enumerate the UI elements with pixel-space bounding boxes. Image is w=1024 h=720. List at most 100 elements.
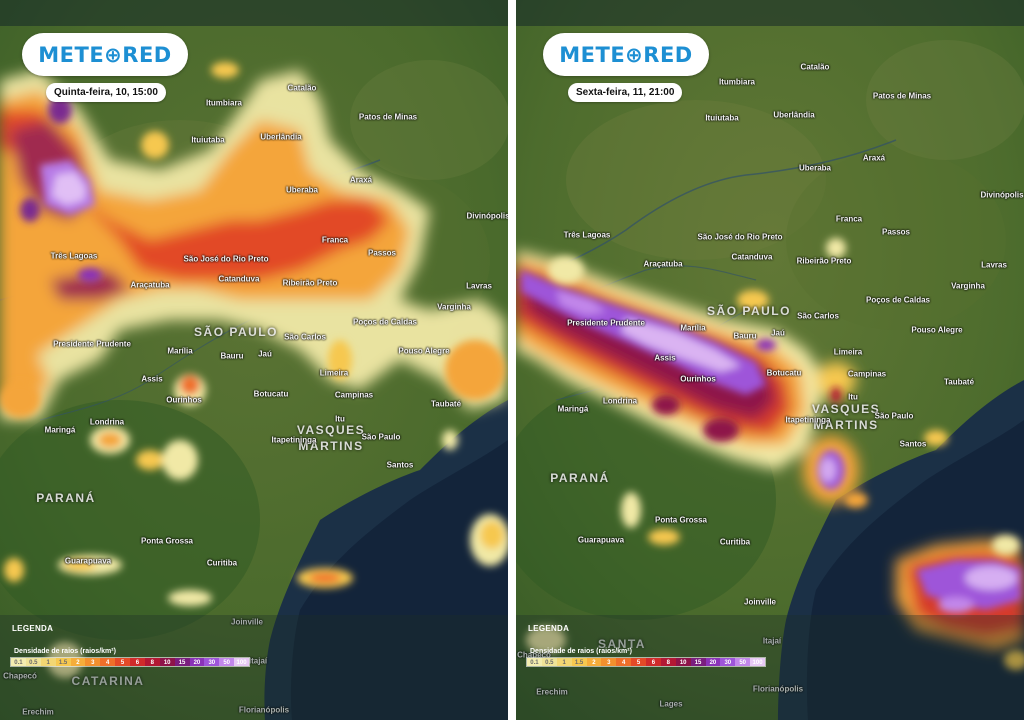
city-label: Ponta Grossa	[654, 515, 708, 525]
city-label: Botucatu	[253, 389, 289, 399]
city-label: Poços de Caldas	[865, 295, 931, 305]
city-label: Ponta Grossa	[140, 536, 194, 546]
city-label: Passos	[367, 248, 397, 258]
legend-swatch: 0.5	[541, 658, 557, 666]
city-label: Araxá	[862, 153, 886, 163]
state-label: SÃO PAULO	[707, 304, 791, 318]
city-label: São Paulo	[361, 432, 401, 442]
legend-swatch: 0.1	[527, 658, 542, 666]
city-label: Santos	[386, 460, 414, 470]
city-label: Pouso Alegre	[398, 346, 450, 356]
city-label: Divinópolis	[980, 190, 1024, 200]
legend-swatch: 20	[189, 658, 205, 666]
city-label: São José do Rio Preto	[697, 232, 783, 242]
city-label: São José do Rio Preto	[183, 254, 269, 264]
legend-subtitle: Densidade de raios (raios/km²)	[14, 648, 116, 655]
city-label: Ituiutaba	[191, 135, 225, 145]
city-label: Joinville	[230, 617, 264, 627]
city-label: Uberlândia	[260, 132, 302, 142]
legend: LEGENDA Densidade de raios (raios/km²) 0…	[0, 615, 508, 720]
city-label: Guarapuava	[64, 556, 112, 566]
city-label: Itu	[335, 414, 345, 424]
city-label: Limeira	[833, 347, 863, 357]
city-label: Taubaté	[430, 399, 462, 409]
city-label: Uberlândia	[773, 110, 815, 120]
legend-swatch: 100	[234, 658, 249, 666]
legend-swatch: 20	[705, 658, 721, 666]
city-label: Araçatuba	[130, 280, 170, 290]
legend-swatch: 50	[219, 658, 235, 666]
city-label: Guarapuava	[577, 535, 625, 545]
city-label: Lavras	[981, 260, 1007, 270]
city-label: Florianópolis	[238, 705, 290, 715]
top-bar	[516, 0, 1024, 26]
city-label: Curitiba	[206, 558, 238, 568]
city-label: Assis	[141, 374, 163, 384]
city-label: Varginha	[951, 281, 985, 291]
city-label: Catanduva	[218, 274, 260, 284]
city-label: Taubaté	[943, 377, 975, 387]
city-label: Campinas	[847, 369, 887, 379]
legend-swatch: 50	[735, 658, 751, 666]
city-label: Pouso Alegre	[911, 325, 963, 335]
city-label: Presidente Prudente	[53, 339, 131, 349]
city-label: Três Lagoas	[50, 251, 98, 261]
state-label: PARANÁ	[550, 471, 610, 485]
city-label: Bauru	[220, 351, 244, 361]
legend-swatch: 8	[660, 658, 676, 666]
city-label: Londrina	[602, 396, 638, 406]
legend-swatch: 1.5	[55, 658, 71, 666]
legend-swatch: 0.1	[11, 658, 26, 666]
legend-swatch: 1	[40, 658, 56, 666]
legend-swatch: 10	[159, 658, 175, 666]
legend-swatch: 4	[100, 658, 116, 666]
city-label: São Paulo	[874, 411, 914, 421]
city-label: São Carlos	[797, 311, 839, 321]
city-label: Botucatu	[766, 368, 802, 378]
city-label: Franca	[321, 235, 349, 245]
city-label: Curitiba	[719, 537, 751, 547]
city-label: Ourinhos	[680, 374, 716, 384]
city-label: Erechim	[22, 707, 54, 717]
city-label: Araxá	[349, 175, 373, 185]
city-label: Itajaí	[248, 656, 268, 666]
city-label: Patos de Minas	[358, 112, 418, 122]
time-label: Sexta-feira, 11, 21:00	[568, 83, 683, 102]
city-label: Araçatuba	[643, 259, 683, 269]
city-label: Bauru	[733, 331, 757, 341]
top-bar	[0, 0, 508, 26]
meteored-logo: METE⊕RED	[543, 33, 709, 76]
legend: LEGENDA Densidade de raios (raios/km²) 0…	[516, 615, 1024, 720]
city-label: Uberaba	[285, 185, 319, 195]
city-label: Assis	[654, 353, 676, 363]
city-label: Ourinhos	[166, 395, 202, 405]
legend-swatch: 6	[130, 658, 145, 666]
city-label: Uberaba	[798, 163, 832, 173]
legend-swatch: 1.5	[571, 658, 587, 666]
city-label: Limeira	[319, 368, 349, 378]
city-label: Londrina	[89, 417, 125, 427]
lightning-density-layer	[0, 70, 505, 420]
city-label: Poços de Caldas	[352, 317, 418, 327]
city-label: Itumbiara	[718, 77, 756, 87]
legend-swatch: 8	[144, 658, 160, 666]
city-label: São Carlos	[284, 332, 326, 342]
legend-subtitle: Densidade de raios (raios/km²)	[530, 648, 632, 655]
city-label: Catanduva	[731, 252, 773, 262]
brand-text: METE⊕RED	[559, 42, 693, 67]
legend-swatch: 3	[601, 658, 617, 666]
city-label: Erechim	[536, 687, 568, 697]
city-label: Presidente Prudente	[567, 318, 645, 328]
city-label: Franca	[835, 214, 863, 224]
lightning-density-map-left	[0, 0, 508, 720]
legend-swatch: 2	[70, 658, 86, 666]
city-label: Catalão	[800, 62, 830, 72]
city-label: Jaú	[258, 349, 272, 359]
meteored-logo: METE⊕RED	[22, 33, 188, 76]
map-panel-right: METE⊕RED Sexta-feira, 11, 21:00 SÃO PAUL…	[516, 0, 1024, 720]
city-label: Itumbiara	[205, 98, 243, 108]
city-label: Chapecó	[517, 650, 551, 660]
legend-swatch: 5	[115, 658, 130, 666]
city-label: Itajaí	[762, 636, 782, 646]
city-label: Divinópolis	[466, 211, 508, 221]
